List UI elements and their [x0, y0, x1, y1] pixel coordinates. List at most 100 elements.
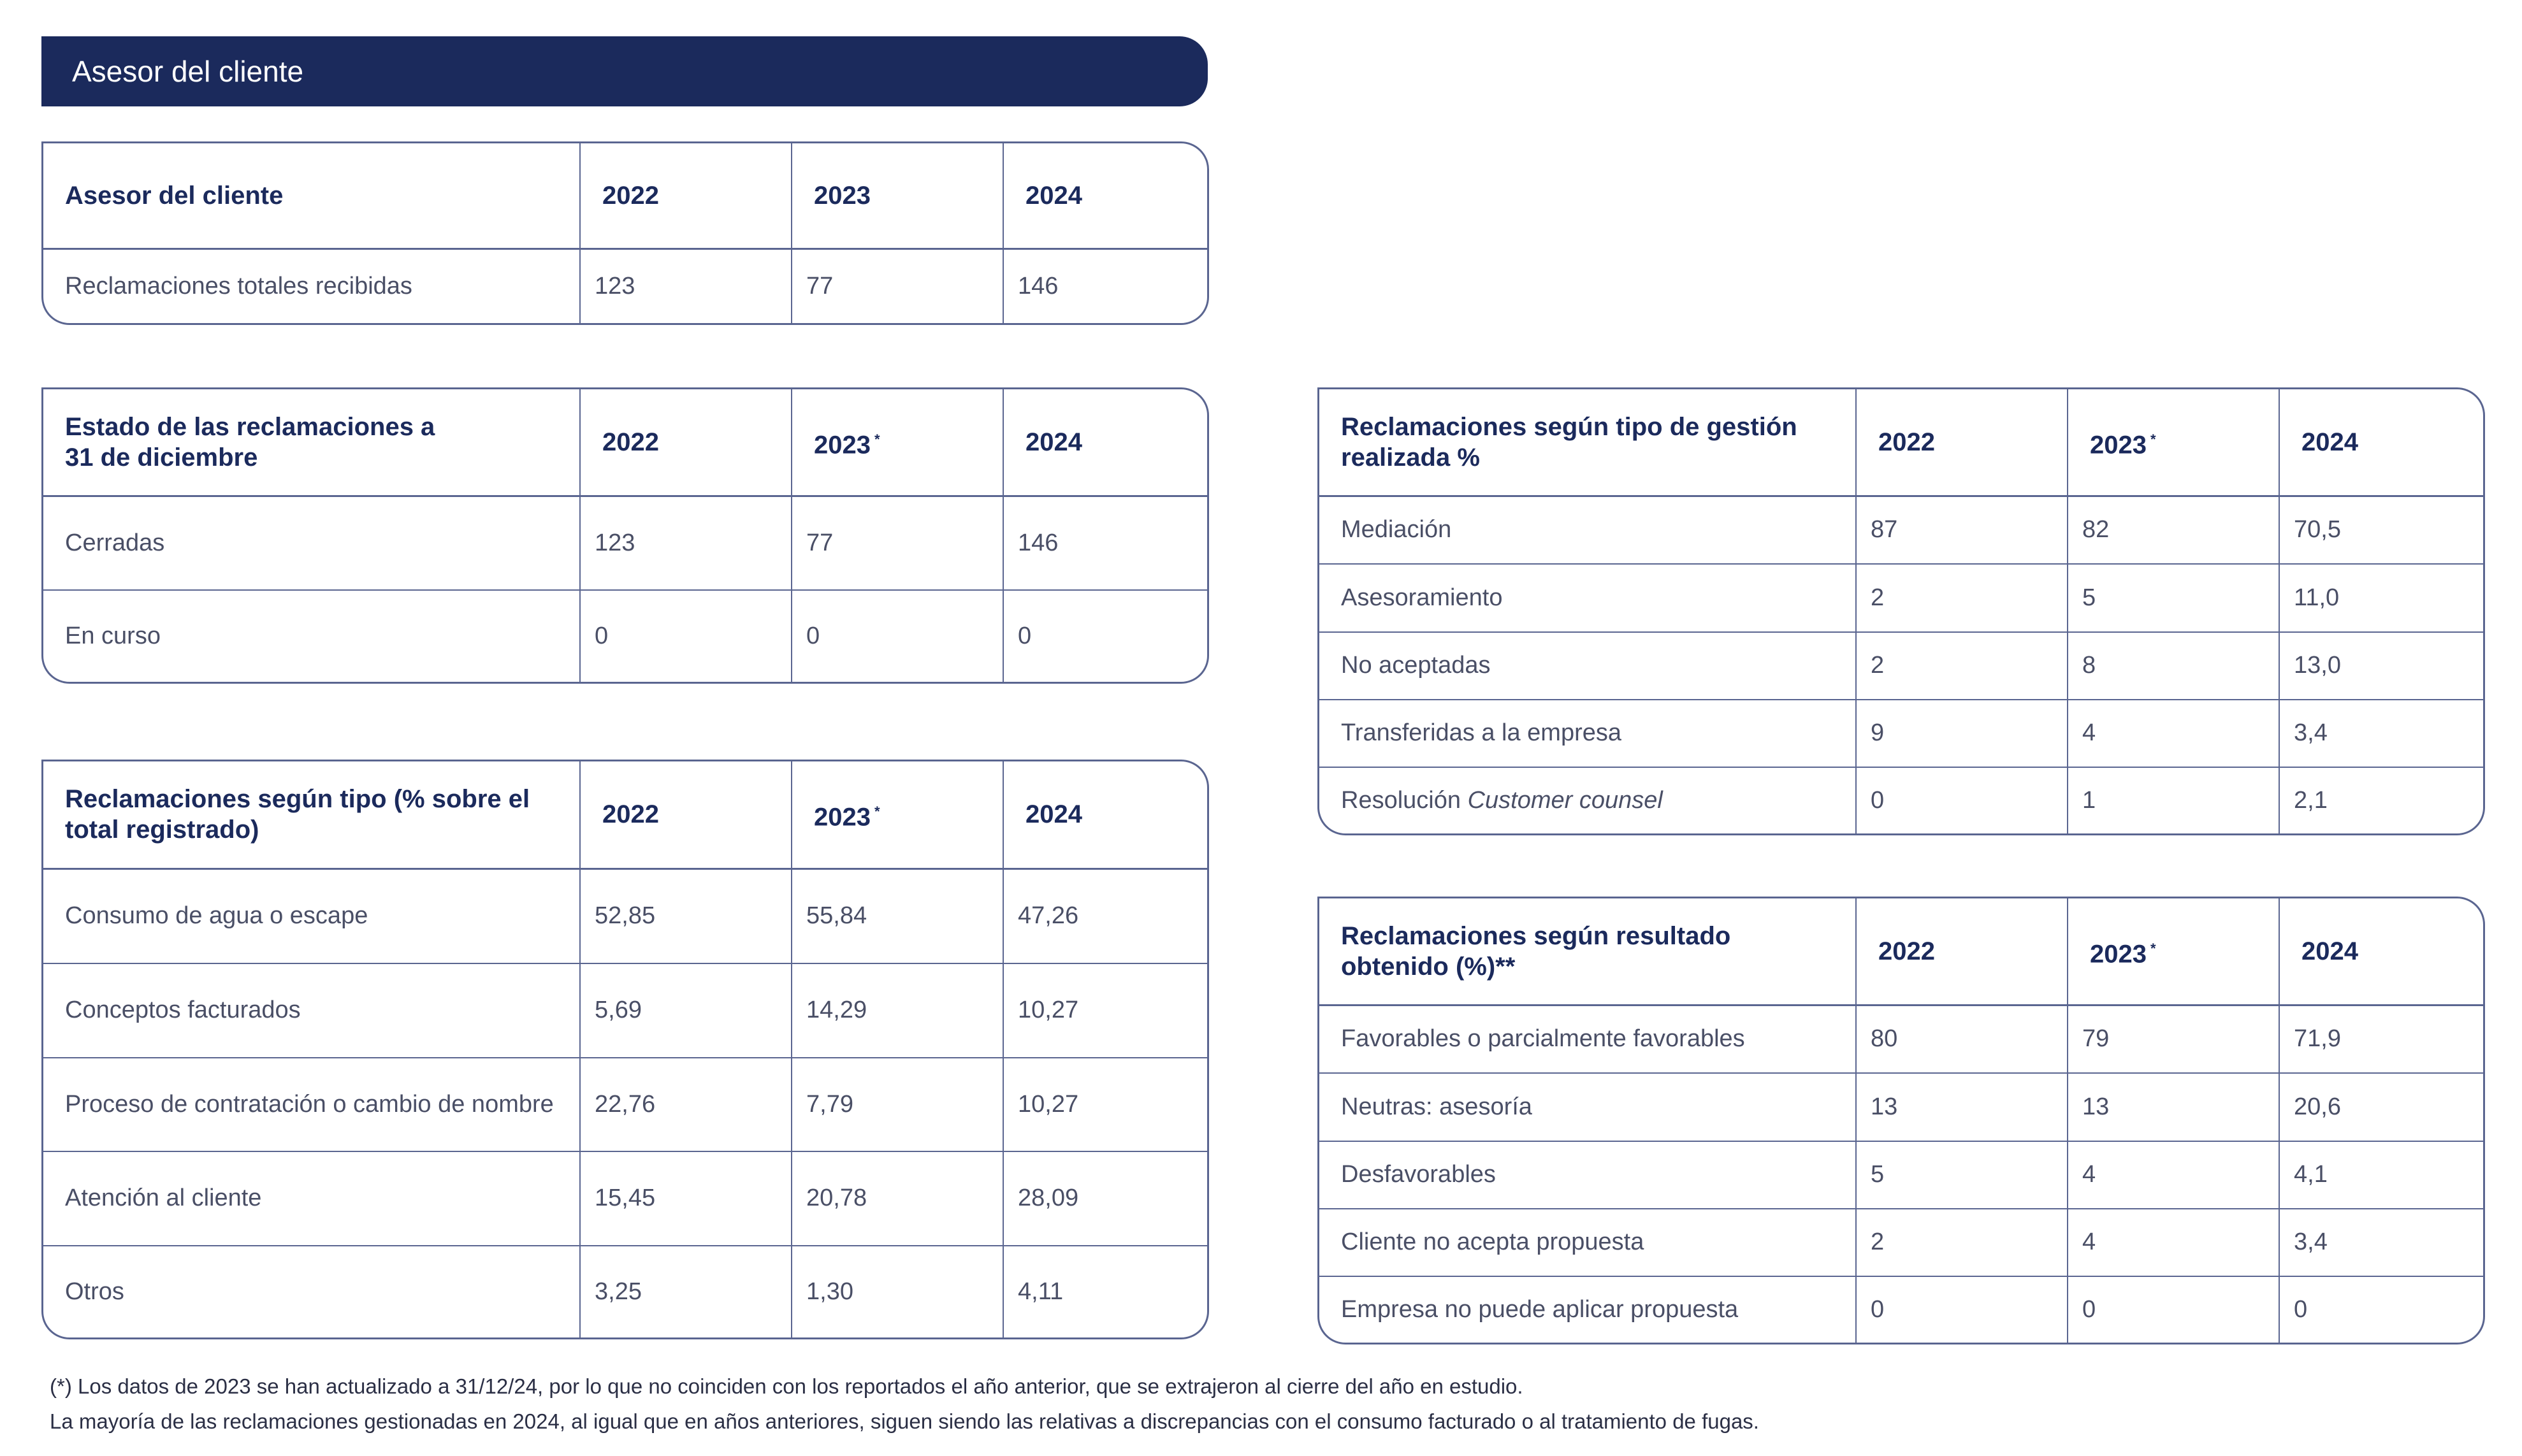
cell-2022: 2 [1855, 631, 2068, 700]
table-row: Resolución Customer counsel 0 1 2,1 [1319, 767, 2483, 833]
cell-2022: 5,69 [579, 963, 792, 1058]
table-row: Desfavorables 5 4 4,1 [1319, 1140, 2483, 1209]
table-row: Transferidas a la empresa 9 4 3,4 [1319, 698, 2483, 768]
row-label: Resolución Customer counsel [1319, 767, 1857, 833]
cell-2023: 0 [791, 589, 1004, 682]
cell-2024: 47,26 [1003, 867, 1207, 965]
year-label: 2023 [2090, 430, 2147, 459]
row-label: Consumo de agua o escape [43, 867, 581, 965]
cell-2022: 87 [1855, 494, 2068, 565]
cell-2024: 2,1 [2279, 767, 2483, 833]
cell-2022: 2 [1855, 1207, 2068, 1278]
cell-2022: 0 [579, 589, 792, 682]
cell-2024: 10,27 [1003, 963, 1207, 1058]
row-label: Cliente no acepta propuesta [1319, 1207, 1857, 1278]
table-row: Cliente no acepta propuesta 2 4 3,4 [1319, 1207, 2483, 1278]
header-line-1: Reclamaciones según tipo de gestión [1341, 412, 1797, 441]
cell-2022: 0 [1855, 767, 2068, 833]
year-2024-header: 2024 [2279, 898, 2483, 1006]
table-row: Neutras: asesoría 13 13 20,6 [1319, 1072, 2483, 1142]
row-label: Asesoramiento [1319, 563, 1857, 633]
cell-2024: 146 [1003, 494, 1207, 591]
cell-2024: 28,09 [1003, 1151, 1207, 1246]
cell-2024: 10,27 [1003, 1056, 1207, 1153]
cell-2024: 3,4 [2279, 1207, 2483, 1278]
year-2022-header: 2022 [579, 143, 792, 250]
cell-2024: 71,9 [2279, 1004, 2483, 1074]
cell-2022: 15,45 [579, 1151, 792, 1246]
table-tipo-gestion: Reclamaciones según tipo de gestión real… [1317, 387, 2485, 835]
table-header-label: Estado de las reclamaciones a 31 de dici… [43, 389, 581, 497]
year-label: 2023 [2090, 939, 2147, 968]
row-label: Proceso de contratación o cambio de nomb… [43, 1056, 581, 1153]
table-row: Cerradas 123 77 146 [43, 494, 1207, 591]
cell-2022: 52,85 [579, 867, 792, 965]
cell-2024: 70,5 [2279, 494, 2483, 565]
cell-2023: 13 [2067, 1072, 2280, 1142]
row-label: Mediación [1319, 494, 1857, 565]
cell-2023: 1,30 [791, 1244, 1004, 1337]
cell-2022: 13 [1855, 1072, 2068, 1142]
row-label: Empresa no puede aplicar propuesta [1319, 1276, 1857, 1343]
cell-2022: 2 [1855, 563, 2068, 633]
year-2024-header: 2024 [2279, 389, 2483, 497]
table-row: Proceso de contratación o cambio de nomb… [43, 1056, 1207, 1153]
cell-2023: 82 [2067, 494, 2280, 565]
cell-2022: 80 [1855, 1004, 2068, 1074]
row-label: Reclamaciones totales recibidas [43, 248, 581, 323]
footnote-mark: * [874, 431, 880, 447]
cell-2023: 1 [2067, 767, 2280, 833]
cell-2024: 4,1 [2279, 1140, 2483, 1209]
year-2022-header: 2022 [579, 389, 792, 497]
cell-2022: 9 [1855, 698, 2068, 768]
row-label: Transferidas a la empresa [1319, 698, 1857, 768]
table-header-label: Reclamaciones según resultado obtenido (… [1319, 898, 1857, 1006]
cell-2023: 14,29 [791, 963, 1004, 1058]
cell-2023: 77 [791, 248, 1004, 323]
header-line-1: Reclamaciones según resultado [1341, 921, 1731, 950]
header-line-2: total registrado) [65, 816, 259, 844]
row-label-italic: Customer counsel [1467, 787, 1663, 814]
table-row: Asesoramiento 2 5 11,0 [1319, 563, 2483, 633]
footnote-data-update: (*) Los datos de 2023 se han actualizado… [50, 1374, 1523, 1398]
table-row: Conceptos facturados 5,69 14,29 10,27 [43, 963, 1207, 1058]
table-row: No aceptadas 2 8 13,0 [1319, 631, 2483, 700]
row-label: En curso [43, 589, 581, 682]
row-label: Conceptos facturados [43, 963, 581, 1058]
table-row: Favorables o parcialmente favorables 80 … [1319, 1004, 2483, 1074]
section-title: Asesor del cliente [72, 55, 304, 88]
cell-2023: 8 [2067, 631, 2280, 700]
year-2022-header: 2022 [1855, 389, 2068, 497]
cell-2024: 146 [1003, 248, 1207, 323]
cell-2023: 4 [2067, 698, 2280, 768]
year-2023-header: 2023 * [791, 389, 1004, 497]
year-2022-header: 2022 [579, 761, 792, 870]
table-row: Empresa no puede aplicar propuesta 0 0 0 [1319, 1276, 2483, 1343]
row-label: Favorables o parcialmente favorables [1319, 1004, 1857, 1074]
cell-2023: 20,78 [791, 1151, 1004, 1246]
row-label: No aceptadas [1319, 631, 1857, 700]
cell-2022: 123 [579, 494, 792, 591]
header-line-1: Estado de las reclamaciones a [65, 412, 435, 441]
year-2023-header: 2023 * [791, 761, 1004, 870]
cell-2023: 7,79 [791, 1056, 1004, 1153]
cell-2023: 5 [2067, 563, 2280, 633]
cell-2024: 0 [2279, 1276, 2483, 1343]
cell-2024: 3,4 [2279, 698, 2483, 768]
table-asesor-cliente: Asesor del cliente 2022 2023 2024 Reclam… [41, 141, 1209, 325]
footnote-mark: * [2150, 940, 2156, 956]
row-label-text: Resolución [1341, 787, 1468, 814]
table-row: Otros 3,25 1,30 4,11 [43, 1244, 1207, 1337]
table-row: Consumo de agua o escape 52,85 55,84 47,… [43, 867, 1207, 965]
cell-2022: 3,25 [579, 1244, 792, 1337]
row-label: Desfavorables [1319, 1140, 1857, 1209]
cell-2023: 77 [791, 494, 1004, 591]
header-line-1: Reclamaciones según tipo (% sobre el [65, 785, 530, 814]
header-line-2: obtenido (%)** [1341, 952, 1516, 981]
cell-2024: 13,0 [2279, 631, 2483, 700]
table-header-label: Reclamaciones según tipo (% sobre el tot… [43, 761, 581, 870]
year-label: 2023 [814, 803, 871, 832]
cell-2024: 20,6 [2279, 1072, 2483, 1142]
row-label: Atención al cliente [43, 1151, 581, 1246]
year-2023-header: 2023 * [2067, 898, 2280, 1006]
